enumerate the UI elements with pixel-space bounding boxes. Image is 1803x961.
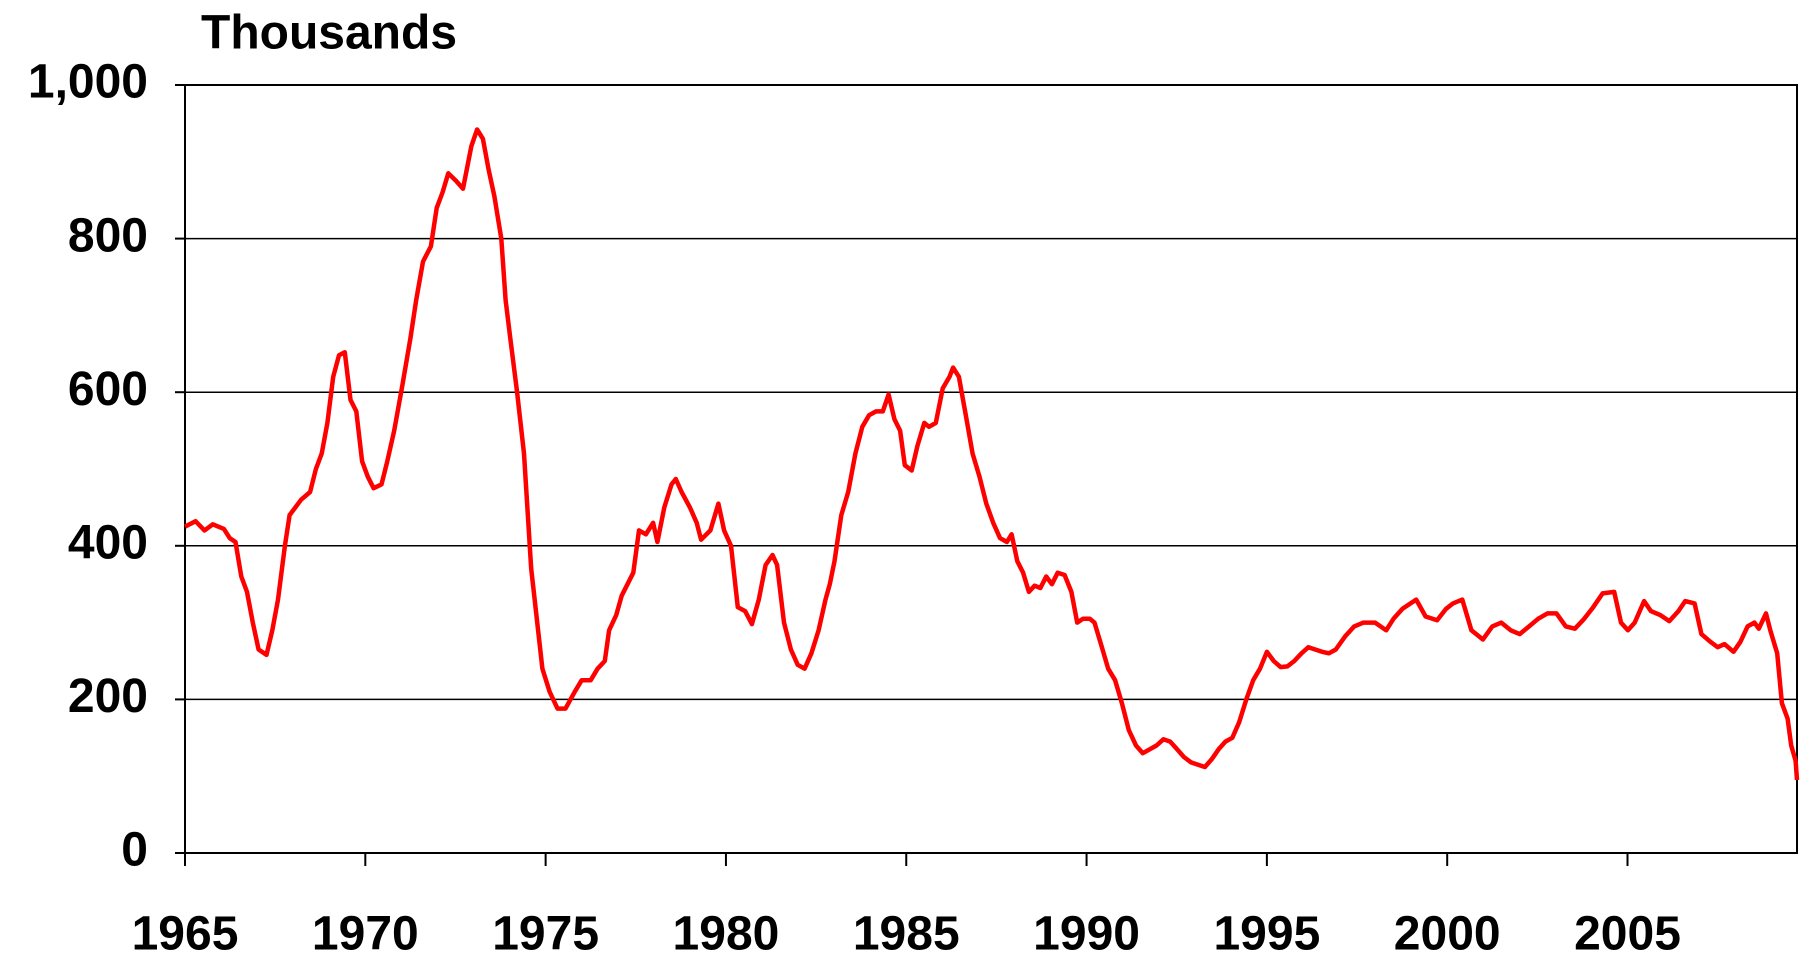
data-line bbox=[183, 127, 1800, 781]
y-tick-label: 800 bbox=[68, 209, 148, 262]
y-tick-label: 0 bbox=[121, 824, 148, 877]
axis-label: Thousands bbox=[201, 7, 457, 60]
x-tick-label: 1990 bbox=[1033, 908, 1140, 961]
x-tick-label: 1995 bbox=[1213, 908, 1320, 961]
plot-frame bbox=[184, 84, 1798, 854]
x-tick-label: 1985 bbox=[853, 908, 960, 961]
y-tick-label: 200 bbox=[68, 670, 148, 723]
x-tick-label: 1965 bbox=[132, 908, 239, 961]
x-tick-label: 2005 bbox=[1574, 908, 1681, 961]
x-tick-label: 2000 bbox=[1394, 908, 1501, 961]
x-tick-label: 1975 bbox=[492, 908, 599, 961]
x-tick-label: 1970 bbox=[312, 908, 419, 961]
y-tick-label: 1,000 bbox=[28, 56, 148, 109]
y-tick-label: 400 bbox=[68, 516, 148, 569]
x-tick-label: 1980 bbox=[673, 908, 780, 961]
y-tick-label: 600 bbox=[68, 363, 148, 416]
